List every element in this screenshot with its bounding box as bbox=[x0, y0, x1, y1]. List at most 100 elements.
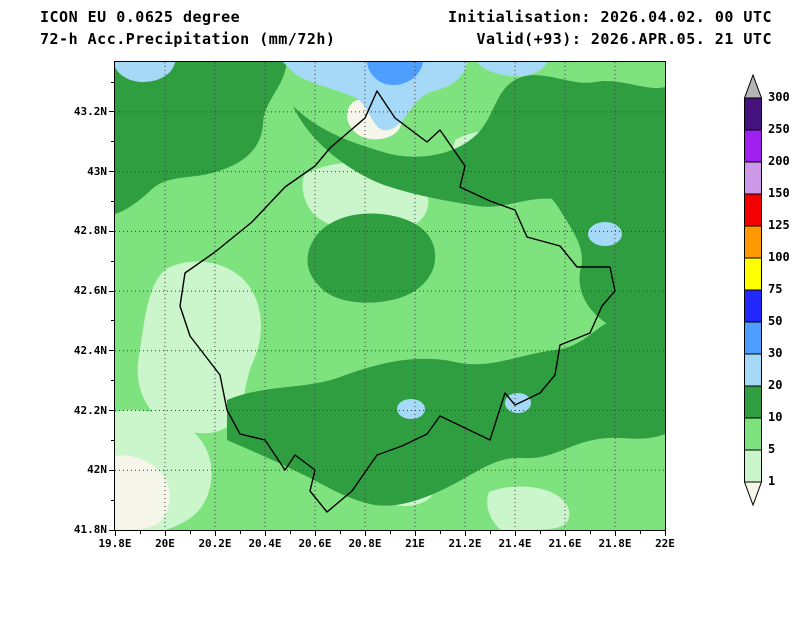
lat-tick-mark bbox=[109, 290, 114, 292]
colorbar-segment bbox=[744, 289, 762, 323]
lon-tick-mark bbox=[489, 531, 491, 534]
lat-tick-mark bbox=[109, 469, 114, 471]
lat-tick-label: 43.2N bbox=[73, 104, 107, 118]
colorbar-segment bbox=[744, 193, 762, 227]
lon-tick-label: 20.2E bbox=[198, 537, 232, 550]
colorbar-level-label: 150 bbox=[768, 186, 790, 200]
colorbar-level-label: 10 bbox=[768, 410, 783, 424]
colorbar-segment bbox=[744, 97, 762, 131]
colorbar bbox=[744, 74, 763, 507]
region-10-20-south-band bbox=[227, 314, 665, 506]
lon-tick-mark bbox=[314, 531, 316, 536]
lat-tick-mark bbox=[111, 260, 114, 262]
valid-time: Valid(+93): 2026.APR.05. 21 UTC bbox=[476, 30, 772, 48]
region-20-30-northwest-corner bbox=[115, 62, 175, 82]
lat-tick-mark bbox=[109, 410, 114, 412]
colorbar-segment bbox=[744, 353, 762, 387]
lon-tick-mark bbox=[414, 531, 416, 536]
product-name: 72-h Acc.Precipitation (mm/72h) bbox=[40, 30, 336, 48]
lon-tick-mark bbox=[339, 531, 341, 534]
colorbar-segment bbox=[744, 321, 762, 355]
init-time: Initialisation: 2026.04.02. 00 UTC bbox=[447, 8, 772, 26]
colorbar-segment bbox=[744, 385, 762, 419]
lon-tick-label: 21.4E bbox=[498, 537, 532, 550]
colorbar-segment bbox=[744, 257, 762, 291]
lat-tick-mark bbox=[109, 111, 114, 113]
lon-tick-label: 21.6E bbox=[548, 537, 582, 550]
lon-tick-mark bbox=[564, 531, 566, 536]
colorbar-level-label: 250 bbox=[768, 122, 790, 136]
lat-tick-mark bbox=[111, 81, 114, 83]
lat-tick-label: 42N bbox=[87, 463, 107, 477]
lon-tick-mark bbox=[114, 531, 116, 536]
lon-tick-mark bbox=[539, 531, 541, 534]
colorbar-arrow-bottom bbox=[744, 481, 763, 507]
lon-tick-mark bbox=[264, 531, 266, 536]
lon-tick-mark bbox=[239, 531, 241, 534]
precipitation-field bbox=[115, 62, 665, 530]
lat-tick-label: 42.4N bbox=[73, 343, 107, 357]
lon-tick-mark bbox=[364, 531, 366, 536]
lon-tick-mark bbox=[289, 531, 291, 534]
lat-tick-mark bbox=[109, 350, 114, 352]
lat-tick-mark bbox=[109, 171, 114, 173]
colorbar-segment bbox=[744, 225, 762, 259]
lon-tick-mark bbox=[214, 531, 216, 536]
region-10-20-northwest bbox=[115, 62, 287, 214]
colorbar-segment bbox=[744, 129, 762, 163]
region-20-30-north-spot bbox=[477, 62, 547, 77]
colorbar-level-label: 300 bbox=[768, 90, 790, 104]
colorbar-segment bbox=[744, 417, 762, 451]
lat-tick-mark bbox=[111, 200, 114, 202]
lon-tick-label: 21.8E bbox=[598, 537, 632, 550]
lon-tick-mark bbox=[639, 531, 641, 534]
colorbar-segment bbox=[744, 449, 762, 483]
lat-tick-mark bbox=[111, 380, 114, 382]
lat-tick-label: 43N bbox=[87, 164, 107, 178]
lat-tick-mark bbox=[111, 499, 114, 501]
lat-tick-mark bbox=[111, 141, 114, 143]
lon-tick-mark bbox=[164, 531, 166, 536]
lon-tick-mark bbox=[614, 531, 616, 536]
lon-tick-label: 20.8E bbox=[348, 537, 382, 550]
region-30-50-north-core bbox=[367, 62, 423, 86]
lon-tick-label: 19.8E bbox=[98, 537, 132, 550]
lon-tick-label: 21.2E bbox=[448, 537, 482, 550]
colorbar-level-label: 20 bbox=[768, 378, 783, 392]
colorbar-level-label: 50 bbox=[768, 314, 783, 328]
region-10-20-center bbox=[307, 213, 436, 303]
lon-tick-mark bbox=[139, 531, 141, 534]
lon-tick-mark bbox=[389, 531, 391, 534]
region-10-20-east-column bbox=[546, 174, 665, 334]
colorbar-level-label: 1 bbox=[768, 474, 776, 488]
colorbar-level-label: 75 bbox=[768, 282, 783, 296]
colorbar-level-label: 125 bbox=[768, 218, 790, 232]
colorbar-segment bbox=[744, 161, 762, 195]
colorbar-arrow-top bbox=[744, 74, 763, 99]
lon-tick-label: 22E bbox=[655, 537, 675, 550]
lat-tick-label: 41.8N bbox=[73, 523, 107, 536]
lat-tick-mark bbox=[111, 439, 114, 441]
kosovo-border bbox=[179, 90, 616, 513]
lat-tick-label: 42.6N bbox=[73, 284, 107, 298]
lon-tick-mark bbox=[589, 531, 591, 534]
region-1-5-south-spot bbox=[487, 486, 570, 530]
precipitation-map bbox=[114, 61, 666, 531]
lon-tick-mark bbox=[664, 531, 666, 536]
colorbar-level-label: 200 bbox=[768, 154, 790, 168]
lat-tick-label: 42.8N bbox=[73, 224, 107, 238]
region-lt1-southwest-corner bbox=[115, 455, 170, 530]
lon-tick-label: 20E bbox=[155, 537, 175, 550]
lat-tick-label: 42.2N bbox=[73, 403, 107, 417]
lon-tick-mark bbox=[189, 531, 191, 534]
colorbar-level-label: 100 bbox=[768, 250, 790, 264]
lon-tick-mark bbox=[464, 531, 466, 536]
lat-tick-mark bbox=[111, 320, 114, 322]
lat-tick-mark bbox=[109, 230, 114, 232]
model-name: ICON EU 0.0625 degree bbox=[40, 8, 241, 26]
lon-tick-label: 21E bbox=[405, 537, 425, 550]
region-20-30-south-oval-1 bbox=[397, 399, 425, 419]
lon-tick-label: 20.6E bbox=[298, 537, 332, 550]
region-20-30-east-oval bbox=[588, 222, 622, 246]
